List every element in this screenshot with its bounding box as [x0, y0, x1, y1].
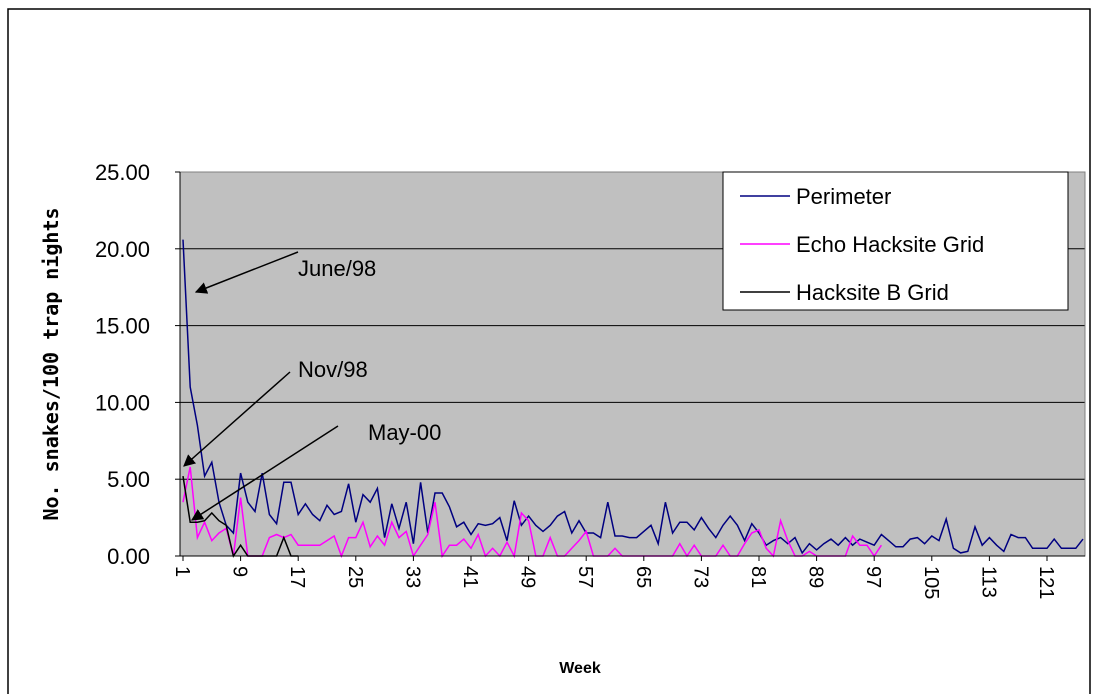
y-tick-label: 10.00: [95, 390, 150, 415]
x-tick-label: 105: [920, 566, 942, 599]
y-axis-title: No. snakes/100 trap nights: [39, 207, 63, 520]
y-tick-label: 15.00: [95, 314, 150, 339]
y-tick-label: 0.00: [107, 544, 150, 569]
annotation-arrow: [194, 251, 299, 294]
annotation: May-00: [368, 420, 441, 445]
legend-box: [722, 171, 1069, 311]
y-tick-label: 5.00: [107, 467, 150, 492]
x-tick-label: 97: [862, 566, 884, 588]
x-tick-label: 113: [977, 566, 999, 598]
x-tick-label: 73: [689, 566, 711, 588]
legend-label: Hacksite B Grid: [796, 280, 949, 305]
x-tick-label: 89: [805, 566, 827, 588]
x-tick-label: 9: [229, 566, 251, 577]
x-tick-label: 81: [747, 566, 769, 588]
annotation-arrow: [183, 371, 291, 467]
x-tick-label: 121: [1035, 566, 1057, 599]
x-tick-label: 65: [632, 566, 654, 588]
y-tick-label: 20.00: [95, 237, 150, 262]
x-tick-label: 57: [574, 566, 596, 588]
x-tick-label: 25: [344, 566, 366, 588]
x-tick-label: 33: [401, 566, 423, 588]
x-axis-title: Week: [559, 660, 601, 677]
series-line: [182, 475, 299, 558]
series-line: [182, 239, 1084, 555]
legend-label: Echo Hacksite Grid: [796, 232, 984, 257]
y-tick-label: 25.00: [95, 160, 150, 185]
x-tick-label: 1: [171, 566, 193, 577]
x-tick-label: 41: [459, 566, 481, 588]
series-line: [182, 466, 883, 559]
legend-label: Perimeter: [796, 184, 891, 209]
annotation: June/98: [298, 256, 376, 281]
x-tick-label: 49: [517, 566, 539, 588]
x-tick-label: 17: [286, 566, 308, 588]
annotation-arrow: [190, 425, 339, 521]
annotation: Nov/98: [298, 357, 368, 382]
